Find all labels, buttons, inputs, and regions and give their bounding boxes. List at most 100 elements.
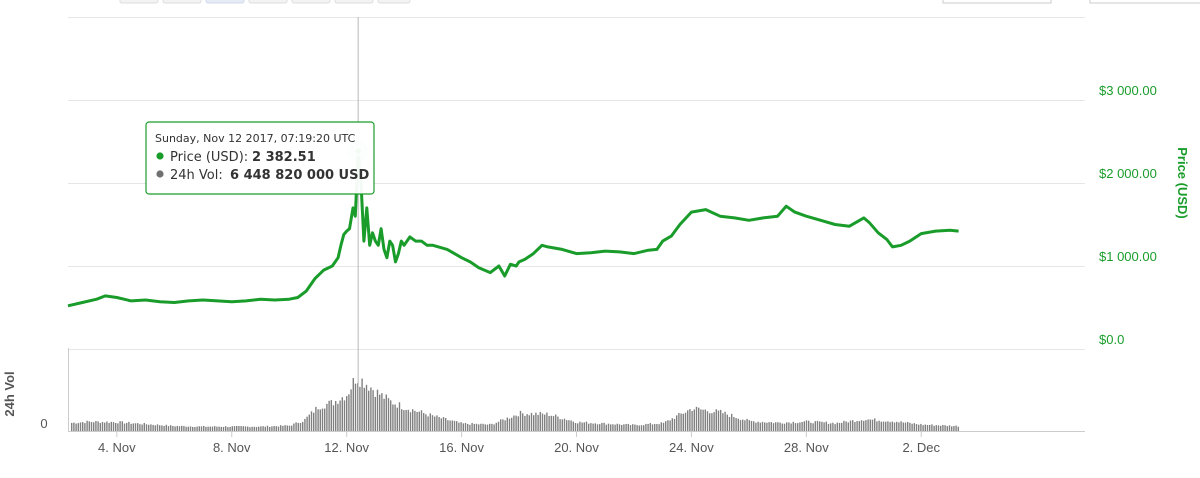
volume-bar [220,426,222,431]
volume-bar [733,417,735,431]
price-tick-label: $1 000.00 [1099,249,1157,264]
volume-bar [159,425,161,431]
date-to-input[interactable] [1089,0,1200,4]
volume-bar [680,413,682,431]
volume-bar [698,407,700,431]
volume-bar [891,421,893,431]
range-button[interactable] [377,0,411,4]
volume-bar [865,420,867,431]
volume-bar [772,423,775,431]
volume-bar [90,421,93,431]
volume-bar [302,421,304,431]
volume-bar [638,425,640,431]
volume-bar [480,423,482,431]
range-button[interactable] [291,0,331,4]
volume-bar [504,420,506,431]
volume-bar [346,396,348,431]
volume-bar [121,421,123,431]
volume-bar [568,420,570,431]
volume-bar [425,414,427,431]
volume-bar [539,411,541,431]
volume-bar [933,425,935,431]
volume-bar [759,422,761,431]
volume-bar [405,409,407,431]
volume-bar [781,423,783,431]
volume-bar [704,409,706,431]
volume-bar [359,386,361,431]
volume-bar [847,422,849,431]
volume-bar [385,394,387,431]
range-button[interactable] [248,0,288,4]
volume-bar [392,404,394,431]
volume-bar [407,409,409,431]
volume-bar [530,412,533,431]
volume-bar [365,384,368,431]
volume-bar [803,421,805,431]
range-button[interactable] [334,0,374,4]
tooltip-vol-value: 6 448 820 000 USD [230,168,369,183]
volume-bar [500,419,502,431]
volume-bar [390,400,392,431]
volume-bar [856,421,858,431]
volume-bar [266,425,269,431]
date-from-input[interactable] [942,0,1052,4]
range-selector[interactable] [119,0,411,4]
volume-bar [678,412,680,431]
volume-bar [403,410,405,431]
volume-bar [451,420,453,431]
volume-bar [537,414,539,431]
volume-bar [691,410,693,431]
volume-bar [737,418,739,431]
volume-bar [838,422,841,431]
volume-bar [165,424,167,431]
volume-bar [814,421,816,431]
volume-bar [341,397,343,431]
volume-bar [258,426,260,431]
volume-bar [291,425,293,431]
volume-bar [561,419,563,431]
volume-bar [143,422,145,431]
volume-bar [295,422,297,431]
volume-bar [614,424,616,431]
volume-bar [555,414,557,431]
volume-bar [429,413,431,431]
volume-series-marker [156,170,164,178]
volume-bar [673,418,676,431]
volume-bar [132,423,134,431]
volume-bar [957,426,959,431]
volume-bar [882,421,885,431]
volume-bar [431,415,434,431]
volume-bar [123,423,126,431]
range-button-active[interactable] [205,0,245,4]
volume-bar [900,421,902,431]
volume-bar [508,418,511,431]
volume-bar [332,405,335,431]
range-button[interactable] [119,0,159,4]
volume-bar [260,426,262,431]
volume-bar [524,415,526,431]
volume-bar [590,423,592,431]
volume-bar [112,422,115,431]
volume-bar [643,425,645,431]
volume-bar [427,416,429,431]
date-tick-label: 8. Nov [213,440,251,455]
volume-bar [310,411,313,431]
volume-bar [423,413,425,431]
volume-bar [526,414,528,431]
volume-bar [97,421,99,431]
volume-bar [247,426,249,431]
tooltip: Sunday, Nov 12 2017, 07:19:20 UTC Price … [145,121,375,195]
volume-bar [552,416,555,431]
volume-bar [110,421,112,431]
volume-bar [350,389,352,431]
volume-bar [434,416,436,431]
volume-bar [462,423,464,431]
volume-bar [401,409,403,431]
volume-bar [929,424,931,431]
volume-bar [216,426,218,431]
volume-bar [299,422,302,431]
range-button[interactable] [162,0,202,4]
volume-bar [394,404,396,431]
volume-bar [731,413,733,431]
volume-bar [887,421,889,431]
